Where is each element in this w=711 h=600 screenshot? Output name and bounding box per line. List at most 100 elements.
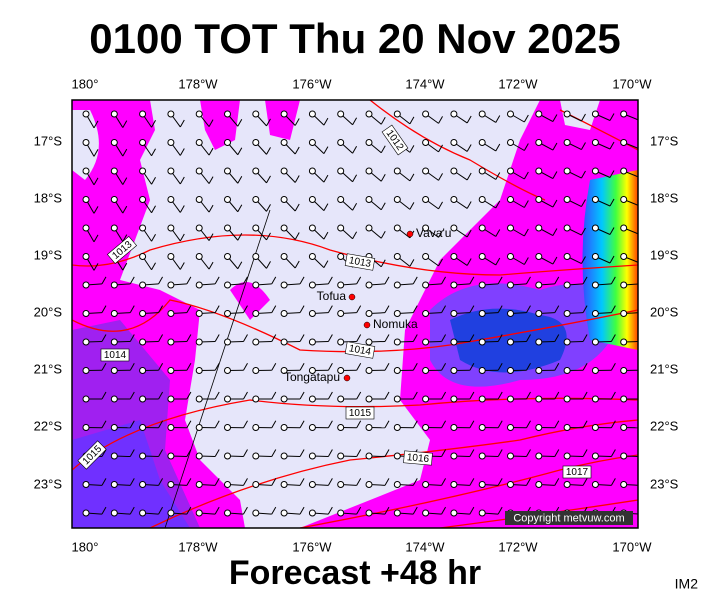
wind-barb-feather [438,258,443,267]
station [535,110,543,118]
wind-barb-feather [581,170,586,179]
wind-barb-feather [495,143,501,152]
wind-barb-feather [158,334,164,342]
station [139,481,147,488]
station [450,424,458,431]
station [422,110,430,118]
station [110,310,118,317]
station [252,452,260,460]
lon-label: 178°W [178,539,218,554]
wind-barb-feather [438,116,443,124]
wind-barb-feather [352,117,358,125]
station [337,139,345,146]
wind-barb-feather [129,420,135,429]
wind-barb-feather [186,449,192,457]
wind-barb-feather [299,391,305,400]
station [422,224,430,232]
wind-barb-feather [129,276,135,285]
station [563,139,571,146]
wind-barb-feather [523,143,529,151]
station [591,253,599,260]
station [139,338,147,346]
station [252,509,260,517]
wind-barb-feather [323,174,329,183]
station [365,139,373,146]
station [139,253,147,260]
lat-label: 20°S [650,304,679,319]
station [139,224,147,232]
station [308,281,316,289]
station [478,110,486,118]
station [195,167,203,175]
station [167,167,175,175]
wind-barb-feather [466,172,472,181]
station [563,424,571,431]
wind-barb-feather [380,117,386,125]
station [252,481,260,488]
wind-barb-feather [610,449,616,457]
station [110,509,118,517]
station [450,310,458,317]
wind-barb-feather [610,391,616,400]
station [393,310,401,317]
lat-label: 21°S [650,361,679,376]
wind-barb-feather [554,362,560,371]
station [393,395,401,403]
wind-barb-feather [243,506,248,515]
wind-barb-feather [497,506,503,515]
wind-barb-feather [438,144,443,153]
station [308,367,316,374]
wind-barb-feather [552,142,558,151]
wind-barb-feather [294,146,300,155]
wind-barb-feather [639,113,643,120]
station [450,196,458,203]
lat-label: 18°S [650,190,679,205]
wind-barb-feather [101,478,107,486]
station [365,481,373,488]
station [620,196,628,203]
wind-barb-feather [271,506,277,515]
station [507,196,514,203]
station [393,509,401,517]
wind-barb-feather [151,262,156,271]
wind-barb-feather [441,420,447,429]
station [280,509,288,517]
wind-barb-feather [497,391,503,400]
isobar-value: 1016 [406,452,430,465]
station [620,395,628,403]
station [535,424,543,431]
station [224,310,231,317]
wind-barb-feather [158,276,163,285]
station [450,481,458,488]
station [139,196,147,203]
wind-barb-feather [469,478,475,486]
wind-barb-feather [409,173,415,182]
wind-barb-feather [523,114,529,123]
wind-barb-feather [469,334,475,342]
wind-barb-feather [384,276,390,285]
wind-barb-feather [208,233,214,241]
wind-barb-feather [526,305,531,313]
wind-barb-feather [356,362,362,371]
station [450,367,458,374]
station [280,424,288,431]
station [563,395,571,403]
wind-barb-feather [323,231,329,240]
wind-barb-feather [158,506,163,515]
wind-barb-feather [266,204,271,212]
wind-barb-feather [299,362,305,371]
wind-barb-feather [299,506,305,515]
isobar-value: 1014 [348,343,372,358]
wind-barb-feather [554,478,560,486]
wind-barb-feather [208,147,214,156]
wind-barb-feather [243,478,248,486]
wind-barb-feather [412,478,418,486]
wind-barb-feather [151,234,156,242]
wind-barb-feather [101,420,107,429]
wind-barb-feather [327,276,333,285]
station [308,481,316,488]
wind-barb-feather [526,391,531,400]
station [507,281,514,289]
wind-barb-feather [327,305,333,313]
wind-barb-feather [523,257,529,265]
